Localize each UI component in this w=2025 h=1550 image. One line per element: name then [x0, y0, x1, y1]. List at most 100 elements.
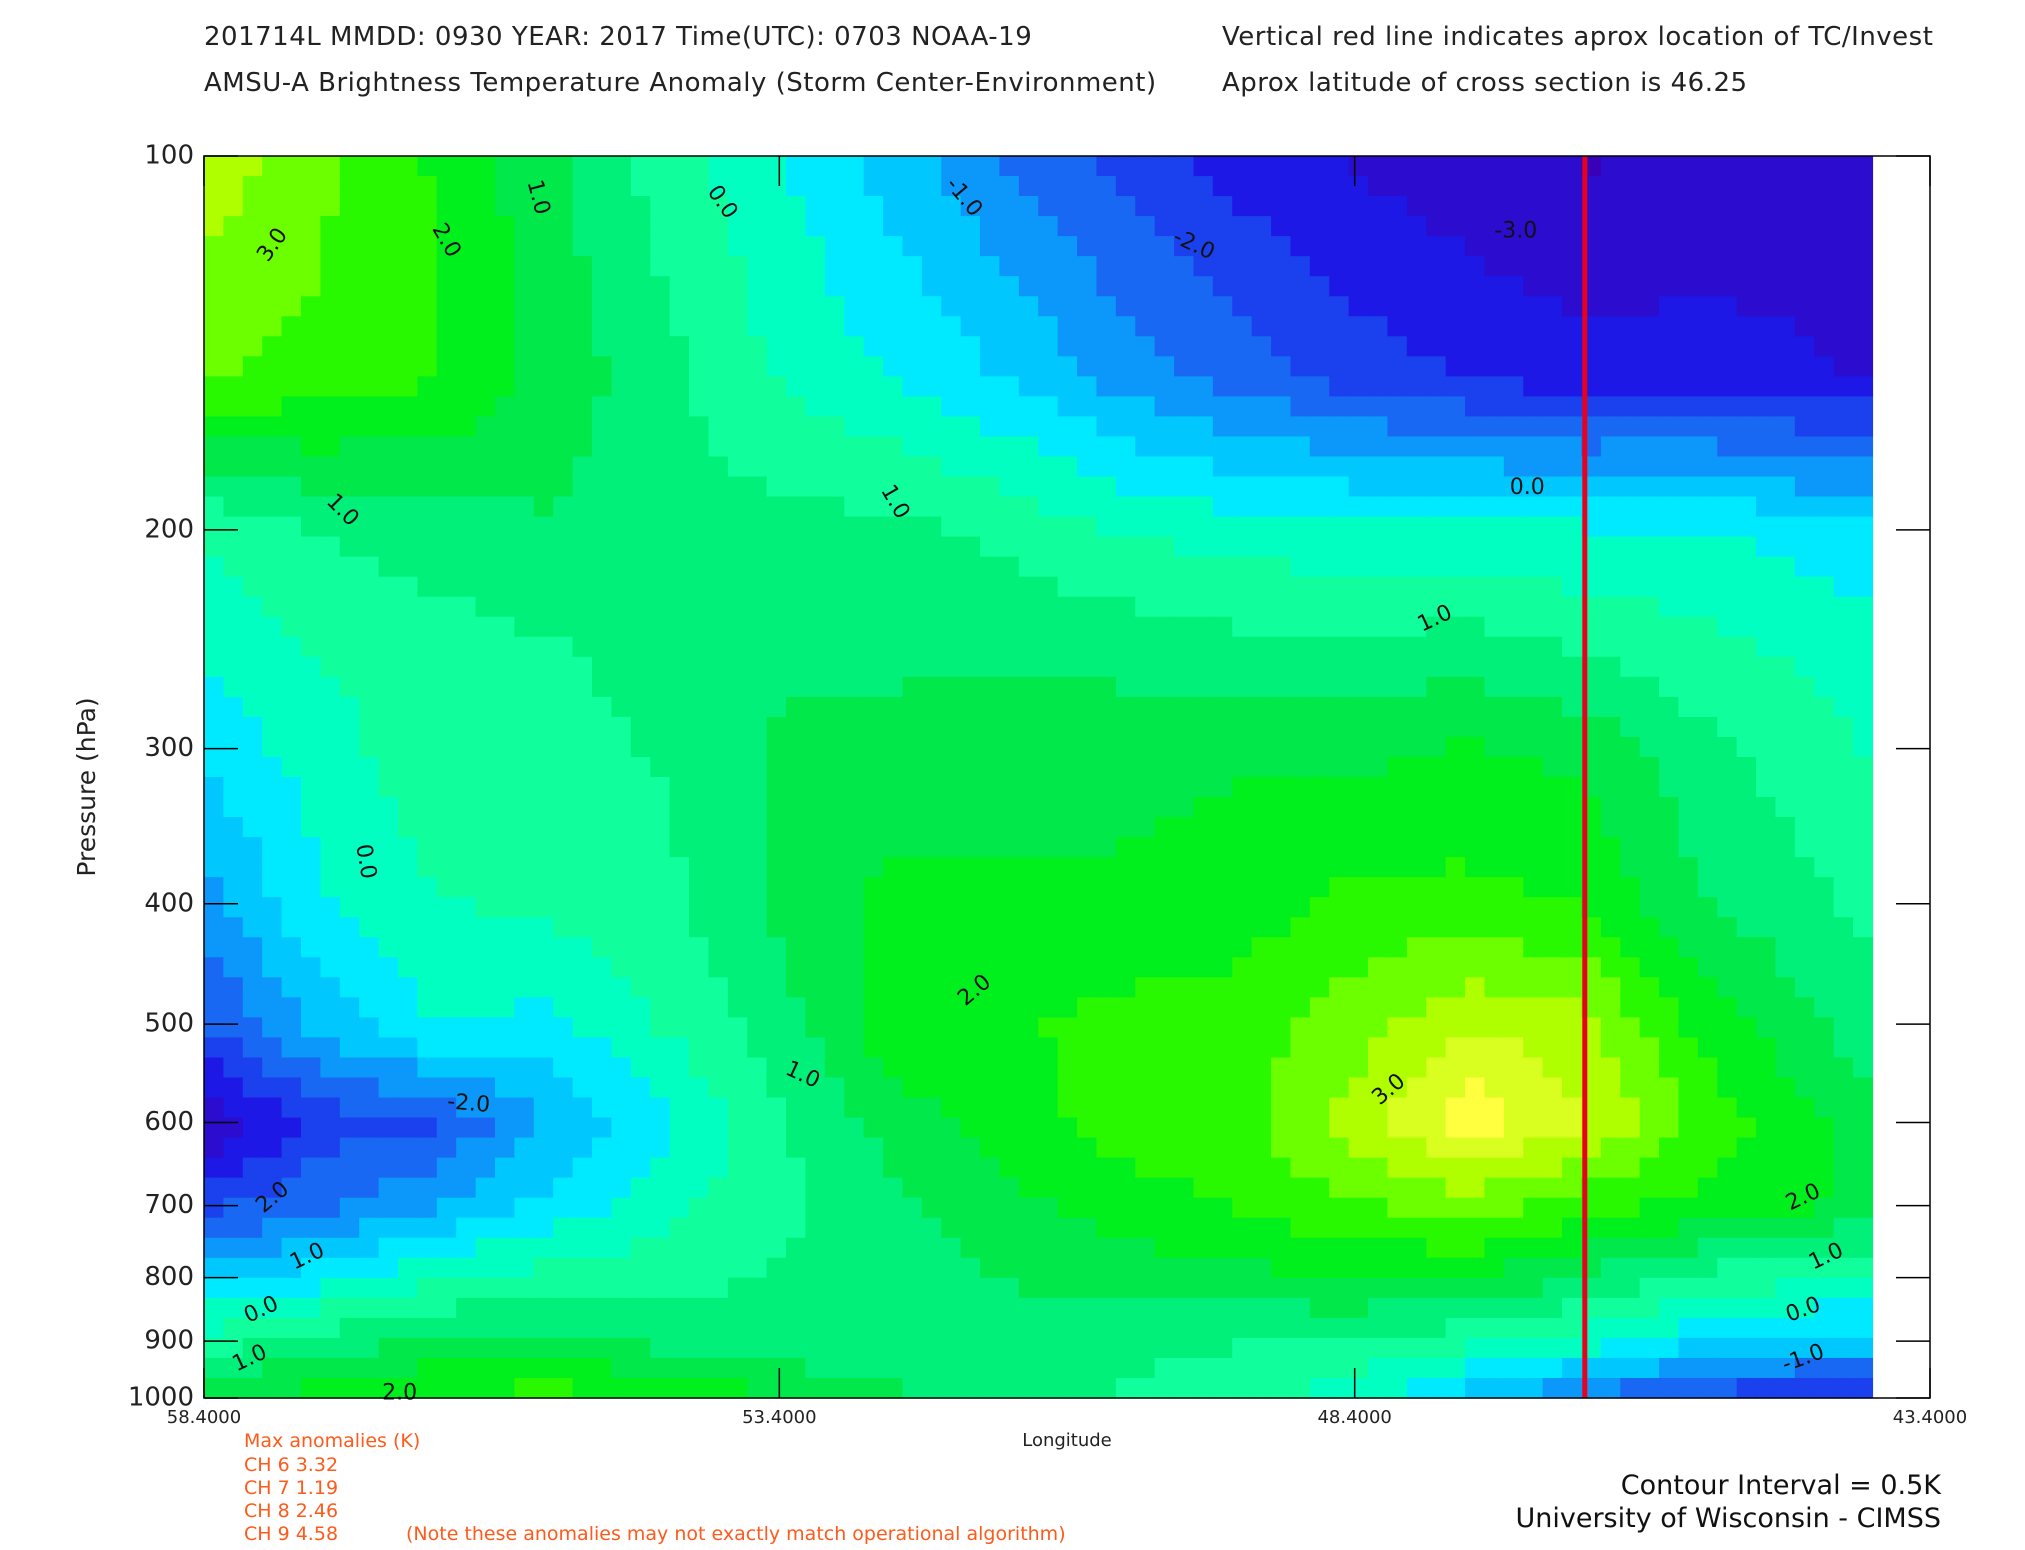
contour-cell: [1542, 1077, 1563, 1099]
contour-cell: [1154, 1317, 1175, 1339]
contour-cell: [1600, 196, 1621, 217]
contour-cell: [1406, 997, 1427, 1018]
contour-cell: [1717, 1237, 1738, 1259]
contour-cell: [980, 156, 1001, 177]
contour-cell: [320, 1017, 341, 1039]
contour-cell: [1756, 817, 1777, 838]
contour-cell: [1484, 236, 1505, 257]
contour-cell: [1523, 156, 1544, 177]
contour-cell: [1348, 476, 1369, 498]
contour-cell: [1659, 396, 1680, 418]
contour-cell: [1135, 1357, 1156, 1379]
contour-cell: [921, 236, 942, 257]
contour-cell: [1426, 997, 1447, 1018]
contour-cell: [1736, 336, 1757, 357]
contour-cell: [223, 696, 244, 718]
contour-cell: [533, 396, 554, 418]
contour-cell: [1717, 1297, 1738, 1319]
contour-cell: [1018, 256, 1039, 277]
contour-cell: [1096, 256, 1117, 277]
contour-cell: [533, 516, 554, 538]
contour-cell: [1639, 396, 1660, 418]
contour-cell: [1542, 957, 1563, 978]
contour-cell: [1038, 897, 1059, 918]
contour-cell: [1135, 1337, 1156, 1359]
contour-cell: [1290, 756, 1311, 778]
contour-cell: [1426, 1377, 1447, 1399]
contour-cell: [747, 536, 768, 558]
contour-cell: [1387, 336, 1408, 357]
contour-cell: [320, 636, 341, 658]
contour-cell: [1077, 1097, 1098, 1119]
contour-cell: [417, 1237, 438, 1259]
contour-cell: [1717, 957, 1738, 978]
contour-cell: [223, 1017, 244, 1039]
contour-cell: [339, 216, 360, 237]
contour-cell: [1348, 1277, 1369, 1299]
contour-cell: [1348, 616, 1369, 638]
contour-cell: [786, 1317, 807, 1339]
contour-cell: [592, 777, 613, 798]
contour-cell: [786, 756, 807, 778]
contour-cell: [650, 356, 671, 377]
contour-cell: [844, 977, 865, 998]
contour-cell: [1426, 1117, 1447, 1139]
contour-cell: [1232, 1137, 1253, 1159]
contour-cell: [1523, 676, 1544, 698]
contour-cell: [727, 1277, 748, 1299]
contour-cell: [1562, 1137, 1583, 1159]
contour-cell: [902, 897, 923, 918]
contour-cell: [960, 496, 981, 518]
contour-cell: [1659, 216, 1680, 237]
contour-cell: [1465, 1277, 1486, 1299]
contour-cell: [223, 416, 244, 438]
contour-cell: [1038, 616, 1059, 638]
contour-cell: [1018, 596, 1039, 618]
contour-cell: [553, 1217, 574, 1239]
contour-cell: [669, 256, 690, 277]
contour-cell: [902, 396, 923, 418]
contour-cell: [553, 676, 574, 698]
contour-cell: [786, 296, 807, 317]
contour-cell: [1542, 1377, 1563, 1399]
contour-cell: [883, 837, 904, 858]
contour-cell: [1368, 777, 1389, 798]
contour-cell: [436, 516, 457, 538]
contour-cell: [669, 1357, 690, 1379]
contour-cell: [1018, 456, 1039, 478]
contour-cell: [960, 1237, 981, 1259]
contour-cell: [1290, 216, 1311, 237]
contour-cell: [1678, 1197, 1699, 1219]
contour-cell: [921, 777, 942, 798]
contour-cell: [1659, 937, 1680, 958]
contour-cell: [417, 416, 438, 438]
contour-cell: [417, 636, 438, 658]
contour-cell: [727, 176, 748, 197]
contour-cell: [1387, 1237, 1408, 1259]
contour-cell: [863, 756, 884, 778]
contour-cell: [1193, 196, 1214, 217]
contour-cell: [766, 1197, 787, 1219]
contour-cell: [999, 957, 1020, 978]
contour-cell: [1115, 1357, 1136, 1379]
contour-cell: [475, 436, 496, 458]
contour-cell: [1445, 596, 1466, 618]
contour-cell: [1542, 516, 1563, 538]
contour-cell: [475, 656, 496, 678]
contour-cell: [669, 456, 690, 478]
contour-cell: [960, 1257, 981, 1279]
contour-cell: [1600, 1297, 1621, 1319]
contour-cell: [378, 937, 399, 958]
contour-cell: [941, 1037, 962, 1059]
contour-cell: [766, 917, 787, 938]
contour-cell: [611, 296, 632, 317]
contour-cell: [1639, 817, 1660, 838]
contour-cell: [1562, 556, 1583, 578]
contour-cell: [1115, 997, 1136, 1018]
contour-cell: [1154, 1297, 1175, 1319]
contour-cell: [1542, 756, 1563, 778]
contour-cell: [960, 1297, 981, 1319]
contour-cell: [630, 1077, 651, 1099]
contour-cell: [980, 376, 1001, 397]
contour-cell: [941, 1097, 962, 1119]
